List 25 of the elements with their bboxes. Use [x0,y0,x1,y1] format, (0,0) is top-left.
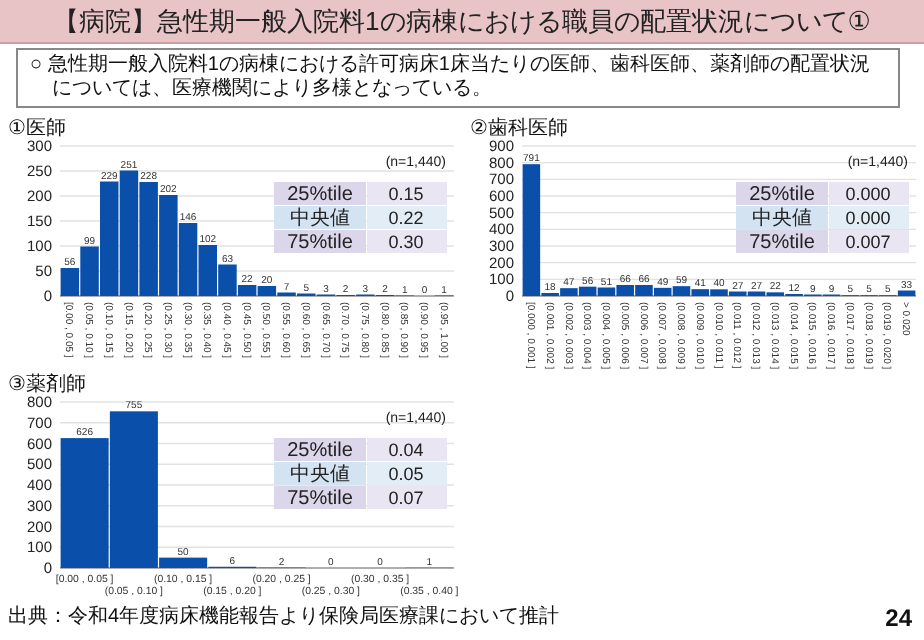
annotation: 中央値 [290,206,350,230]
chart-title: ③薬剤師 [8,372,86,396]
annotation: 75%tile [287,232,354,254]
chart-title: ①医師 [8,116,66,140]
annotation: 25%tile [749,184,816,206]
text: 【病院】急性期一般入院料1の病棟における職員の配置状況について① [51,6,873,36]
annotation: 0.22 [388,208,424,228]
annotation: 75%tile [287,488,354,510]
annotation: 0.04 [388,440,424,460]
annotation: 0.007 [845,232,891,252]
annotation: 0.07 [388,488,424,508]
annotation: 0.000 [845,184,891,204]
annotation: 0.05 [388,464,424,484]
chart-title: ②歯科医師 [470,116,568,140]
annotation: 25%tile [287,440,354,462]
annotation: 0.000 [845,208,891,228]
annotation: 中央値 [290,462,350,486]
annotation: 25%tile [287,184,354,206]
annotation: 75%tile [749,232,816,254]
annotation: 0.30 [388,232,424,252]
annotation: 0.15 [388,184,424,204]
text: 24 [885,604,912,632]
text: ○ 急性期一般入院料1の病棟における許可病床1床当たりの医師、歯科医師、薬剤師の配置状況については、医療機関により多様となっている。 [30,54,872,102]
annotation: 中央値 [752,206,812,230]
source-note: 出典：令和4年度病床機能報告より保険局医療課において推計 [8,606,560,630]
